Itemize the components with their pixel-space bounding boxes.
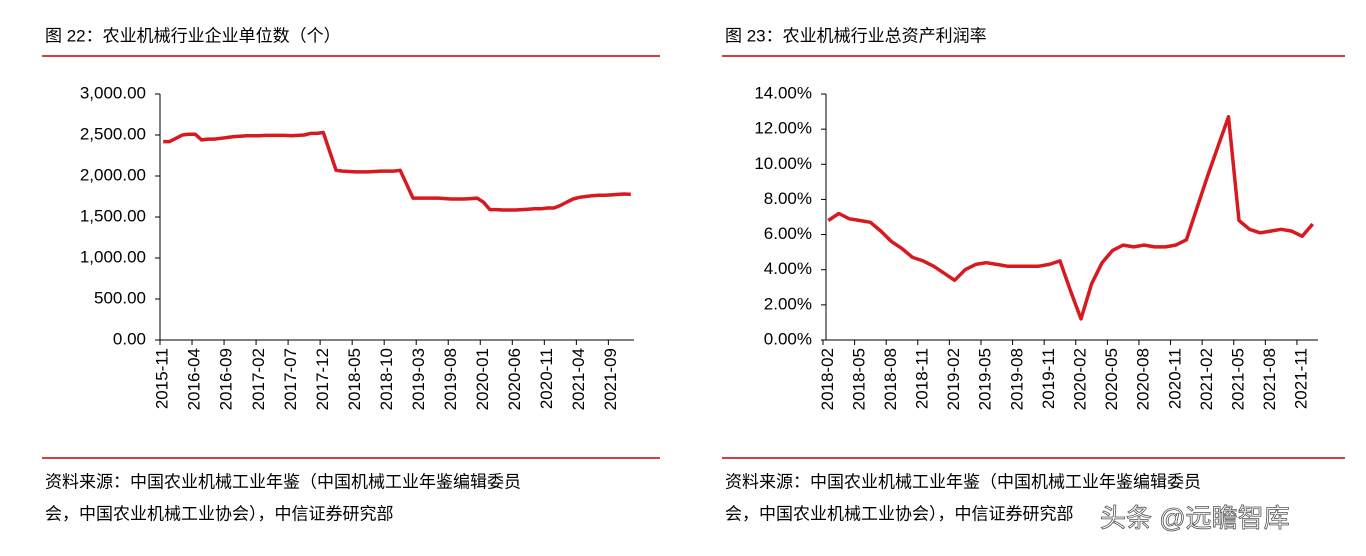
x-tick-label: 2017-07: [281, 348, 300, 410]
x-tick-label: 2020-01: [473, 348, 492, 410]
source-note: 会，中国农业机械工业协会），中信证券研究部: [45, 504, 394, 523]
x-tick-label: 2016-09: [217, 348, 236, 410]
y-tick-label: 4.00%: [764, 259, 812, 278]
source-note: 资料来源：中国农业机械工业年鉴（中国机械工业年鉴编辑委员: [45, 472, 521, 491]
x-tick-label: 2019-03: [409, 348, 428, 410]
x-tick-label: 2021-05: [1228, 348, 1247, 410]
x-tick-label: 2019-11: [1039, 348, 1058, 409]
x-tick-label: 2018-10: [377, 348, 396, 410]
y-tick-label: 500.00: [94, 288, 146, 307]
x-tick-label: 2019-05: [976, 348, 995, 410]
x-tick-label: 2016-04: [185, 348, 204, 410]
x-tick-label: 2021-02: [1197, 348, 1216, 410]
x-tick-label: 2018-02: [818, 348, 837, 410]
x-tick-label: 2017-02: [249, 348, 268, 410]
chart-title: 图 22：农业机械行业企业单位数（个）: [45, 26, 341, 45]
x-tick-label: 2019-08: [1007, 348, 1026, 410]
y-tick-label: 1,500.00: [80, 206, 146, 225]
source-note: 资料来源：中国农业机械工业年鉴（中国机械工业年鉴编辑委员: [725, 472, 1201, 491]
data-line: [827, 115, 1315, 321]
y-tick-label: 14.00%: [754, 83, 812, 102]
x-tick-label: 2019-08: [441, 348, 460, 410]
x-tick-label: 2020-06: [505, 348, 524, 410]
y-tick-label: 12.00%: [754, 119, 812, 138]
source-note: 会，中国农业机械工业协会），中信证券研究部: [725, 504, 1074, 523]
x-tick-label: 2021-08: [1260, 348, 1279, 410]
y-tick-label: 0.00%: [764, 329, 812, 348]
y-tick-label: 6.00%: [764, 224, 812, 243]
x-tick-label: 2018-08: [881, 348, 900, 410]
chart-title: 图 23：农业机械行业总资产利润率: [725, 26, 987, 45]
y-tick-label: 3,000.00: [80, 83, 146, 102]
y-tick-label: 2.00%: [764, 294, 812, 313]
x-tick-label: 2020-11: [1165, 348, 1184, 409]
y-tick-label: 2,000.00: [80, 165, 146, 184]
y-tick-label: 0.00: [113, 329, 146, 348]
x-tick-label: 2020-11: [537, 348, 556, 409]
x-tick-label: 2021-04: [569, 348, 588, 410]
x-tick-label: 2015-11: [153, 348, 172, 409]
x-tick-label: 2018-05: [345, 348, 364, 410]
data-line: [163, 130, 631, 212]
x-tick-label: 2017-12: [313, 348, 332, 410]
x-tick-label: 2021-11: [1292, 348, 1311, 409]
x-tick-label: 2018-05: [849, 348, 868, 410]
x-tick-label: 2020-08: [1134, 348, 1153, 410]
y-tick-label: 8.00%: [764, 189, 812, 208]
x-tick-label: 2020-02: [1071, 348, 1090, 410]
y-tick-label: 10.00%: [754, 154, 812, 173]
x-tick-label: 2018-11: [913, 348, 932, 409]
watermark: 头条 @远瞻智库: [1100, 503, 1290, 533]
x-tick-label: 2020-05: [1102, 348, 1121, 410]
x-tick-label: 2021-09: [601, 348, 620, 410]
y-tick-label: 2,500.00: [80, 124, 146, 143]
y-tick-label: 1,000.00: [80, 247, 146, 266]
x-tick-label: 2019-02: [944, 348, 963, 410]
